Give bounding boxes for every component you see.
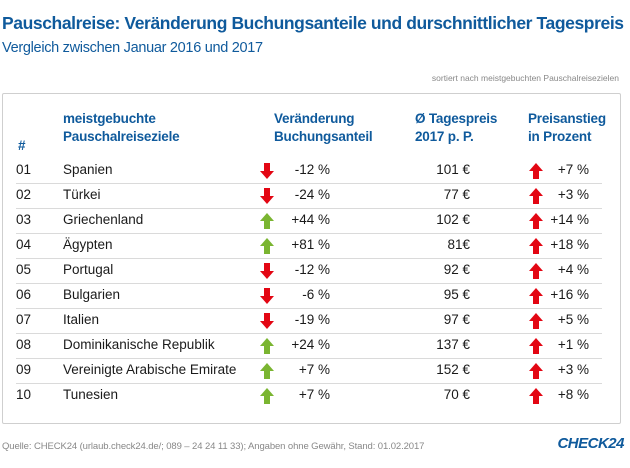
rank: 05 bbox=[16, 262, 32, 277]
arrow-up-icon bbox=[259, 237, 275, 255]
table-row: 01 Spanien -12 % 101 € +7 % bbox=[16, 158, 602, 184]
arrow-up-icon bbox=[528, 162, 544, 180]
arrow-down-icon bbox=[259, 312, 275, 330]
table-row: 08 Dominikanische Republik +24 % 137 € +1 % bbox=[16, 333, 602, 359]
arrow-down-icon bbox=[259, 162, 275, 180]
table-row: 07 Italien -19 % 97 € +5 % bbox=[16, 308, 602, 334]
arrow-up-icon bbox=[528, 337, 544, 355]
rank: 08 bbox=[16, 337, 32, 352]
destination: Bulgarien bbox=[63, 287, 121, 302]
table-row: 04 Ägypten +81 % 81€ +18 % bbox=[16, 233, 602, 259]
price-increase: +8 % bbox=[557, 387, 589, 402]
price-increase: +14 % bbox=[550, 212, 589, 227]
page-subtitle: Vergleich zwischen Januar 2016 und 2017 bbox=[2, 40, 263, 56]
booking-share-change: -19 % bbox=[294, 312, 330, 327]
rank: 01 bbox=[16, 162, 32, 177]
arrow-down-icon bbox=[259, 287, 275, 305]
header-destination-line1: meistgebuchte bbox=[63, 111, 156, 126]
header-destination-line2: Pauschalreiseziele bbox=[63, 129, 180, 144]
daily-price: 77 € bbox=[443, 187, 470, 202]
daily-price: 152 € bbox=[436, 362, 470, 377]
destination: Vereinigte Arabische Emirate bbox=[63, 362, 237, 377]
header-increase-line2: in Prozent bbox=[528, 129, 592, 144]
sort-note: sortiert nach meistgebuchten Pauschalrei… bbox=[431, 73, 619, 83]
price-increase: +16 % bbox=[550, 287, 589, 302]
page-title: Pauschalreise: Veränderung Buchungsantei… bbox=[2, 13, 624, 33]
header-rank: # bbox=[18, 138, 26, 153]
booking-share-change: +81 % bbox=[291, 237, 330, 252]
arrow-up-icon bbox=[528, 262, 544, 280]
header-price-line1: Ø Tagespreis bbox=[415, 111, 498, 126]
rank: 02 bbox=[16, 187, 32, 202]
table-row: 09 Vereinigte Arabische Emirate +7 % 152 € +… bbox=[16, 358, 602, 384]
price-increase: +4 % bbox=[557, 262, 589, 277]
booking-share-change: +44 % bbox=[291, 212, 330, 227]
arrow-up-icon bbox=[528, 237, 544, 255]
header-change: Veränderung Buchungsanteil bbox=[274, 110, 373, 146]
arrow-up-icon bbox=[528, 362, 544, 380]
destination: Türkei bbox=[63, 187, 101, 202]
arrow-up-icon bbox=[259, 387, 275, 405]
booking-share-change: +24 % bbox=[291, 337, 330, 352]
daily-price: 101 € bbox=[436, 162, 470, 177]
booking-share-change: -12 % bbox=[294, 262, 330, 277]
table-row: 10 Tunesien +7 % 70 € +8 % bbox=[16, 383, 602, 408]
daily-price: 92 € bbox=[443, 262, 470, 277]
source-footer: Quelle: CHECK24 (urlaub.check24.de/; 089… bbox=[2, 441, 425, 452]
arrow-up-icon bbox=[528, 312, 544, 330]
rank: 09 bbox=[16, 362, 32, 377]
price-increase: +3 % bbox=[557, 187, 589, 202]
daily-price: 102 € bbox=[436, 212, 470, 227]
destination: Italien bbox=[63, 312, 100, 327]
table-row: 05 Portugal -12 % 92 € +4 % bbox=[16, 258, 602, 284]
daily-price: 95 € bbox=[443, 287, 470, 302]
booking-share-change: -12 % bbox=[294, 162, 330, 177]
rank: 07 bbox=[16, 312, 32, 327]
arrow-up-icon bbox=[259, 362, 275, 380]
daily-price: 137 € bbox=[436, 337, 470, 352]
table-row: 03 Griechenland +44 % 102 € +14 % bbox=[16, 208, 602, 234]
rank: 06 bbox=[16, 287, 32, 302]
booking-share-change: -6 % bbox=[302, 287, 330, 302]
destination: Spanien bbox=[63, 162, 113, 177]
rank: 03 bbox=[16, 212, 32, 227]
booking-share-change: -24 % bbox=[294, 187, 330, 202]
header-change-line2: Buchungsanteil bbox=[274, 129, 373, 144]
arrow-up-icon bbox=[528, 212, 544, 230]
destination: Tunesien bbox=[63, 387, 119, 402]
arrow-up-icon bbox=[259, 212, 275, 230]
arrow-down-icon bbox=[259, 187, 275, 205]
destination: Ägypten bbox=[63, 237, 113, 252]
destination: Griechenland bbox=[63, 212, 144, 227]
header-price-line2: 2017 p. P. bbox=[415, 129, 474, 144]
destination: Dominikanische Republik bbox=[63, 337, 215, 352]
price-increase: +5 % bbox=[557, 312, 589, 327]
price-increase: +3 % bbox=[557, 362, 589, 377]
table-container bbox=[2, 93, 621, 424]
arrow-up-icon bbox=[259, 337, 275, 355]
booking-share-change: +7 % bbox=[298, 362, 330, 377]
price-increase: +18 % bbox=[550, 237, 589, 252]
daily-price: 97 € bbox=[443, 312, 470, 327]
header-change-line1: Veränderung bbox=[274, 111, 355, 126]
header-increase-line1: Preisanstieg bbox=[528, 111, 606, 126]
header-increase: Preisanstieg in Prozent bbox=[528, 110, 606, 146]
booking-share-change: +7 % bbox=[298, 387, 330, 402]
arrow-up-icon bbox=[528, 187, 544, 205]
rank: 10 bbox=[16, 387, 32, 402]
daily-price: 81€ bbox=[447, 237, 470, 252]
arrow-down-icon bbox=[259, 262, 275, 280]
daily-price: 70 € bbox=[443, 387, 470, 402]
check24-logo: CHECK24 bbox=[557, 435, 624, 452]
price-increase: +7 % bbox=[557, 162, 589, 177]
header-destination: meistgebuchte Pauschalreiseziele bbox=[63, 110, 180, 146]
price-increase: +1 % bbox=[557, 337, 589, 352]
arrow-up-icon bbox=[528, 387, 544, 405]
arrow-up-icon bbox=[528, 287, 544, 305]
header-price: Ø Tagespreis 2017 p. P. bbox=[415, 110, 497, 146]
table-row: 02 Türkei -24 % 77 € +3 % bbox=[16, 183, 602, 209]
table-row: 06 Bulgarien -6 % 95 € +16 % bbox=[16, 283, 602, 309]
rank: 04 bbox=[16, 237, 32, 252]
destination: Portugal bbox=[63, 262, 114, 277]
